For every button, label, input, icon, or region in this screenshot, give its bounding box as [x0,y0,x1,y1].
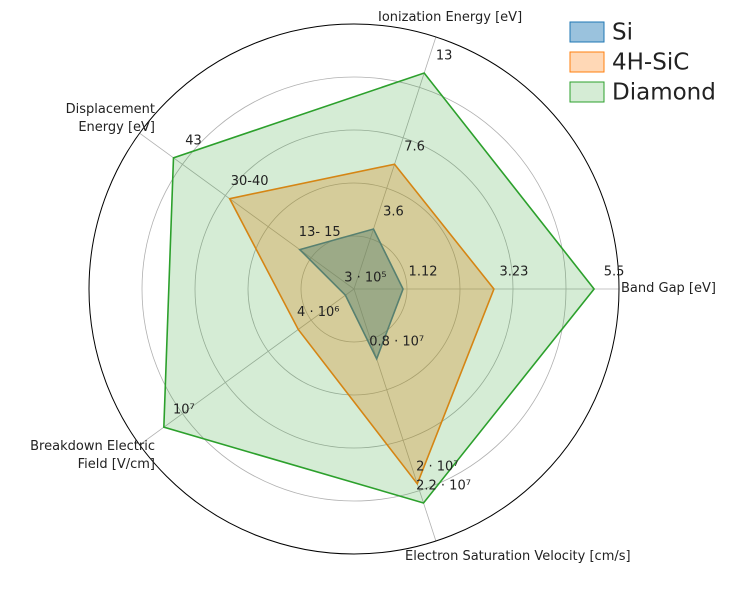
value-label: 0.8 · 10⁷ [369,334,424,349]
axis-line [139,132,355,290]
value-label: 13 [436,49,453,64]
series-area [163,72,596,504]
value-label: 7.6 [404,140,425,155]
axis-label: Breakdown Electric Field [V/cm] [30,439,155,472]
axis-line [353,36,437,290]
outer-frame [88,23,620,555]
series-area [298,228,404,361]
value-label: 3 · 10⁵ [344,271,386,286]
legend-label: Si [612,20,633,46]
value-label: 1.12 [409,265,438,280]
legend-swatch [569,81,605,103]
axis-label: Displacement Energy [eV] [65,102,155,135]
legend-swatch [569,21,605,43]
value-label: 3.6 [383,205,404,220]
axis-line [353,288,437,542]
value-label: 13- 15 [299,225,341,240]
legend-swatch [569,51,605,73]
value-label: 2.2 · 10⁷ [416,478,471,493]
value-label: 5.5 [604,265,625,280]
legend-label: Diamond [612,80,716,106]
axis-label: Band Gap [eV] [621,281,716,296]
value-label: 2 · 10⁷ [416,459,458,474]
value-label: 3.23 [499,265,528,280]
axis-line [139,288,355,446]
value-label: 4 · 10⁶ [297,305,339,320]
series-area [228,163,495,486]
legend-label: 4H-SiC [612,50,689,76]
value-label: 30-40 [231,174,269,189]
value-label: 43 [185,133,202,148]
axis-label: Ionization Energy [eV] [378,10,523,25]
value-label: 10⁷ [173,403,195,418]
axis-label: Electron Saturation Velocity [cm/s] [405,549,631,564]
